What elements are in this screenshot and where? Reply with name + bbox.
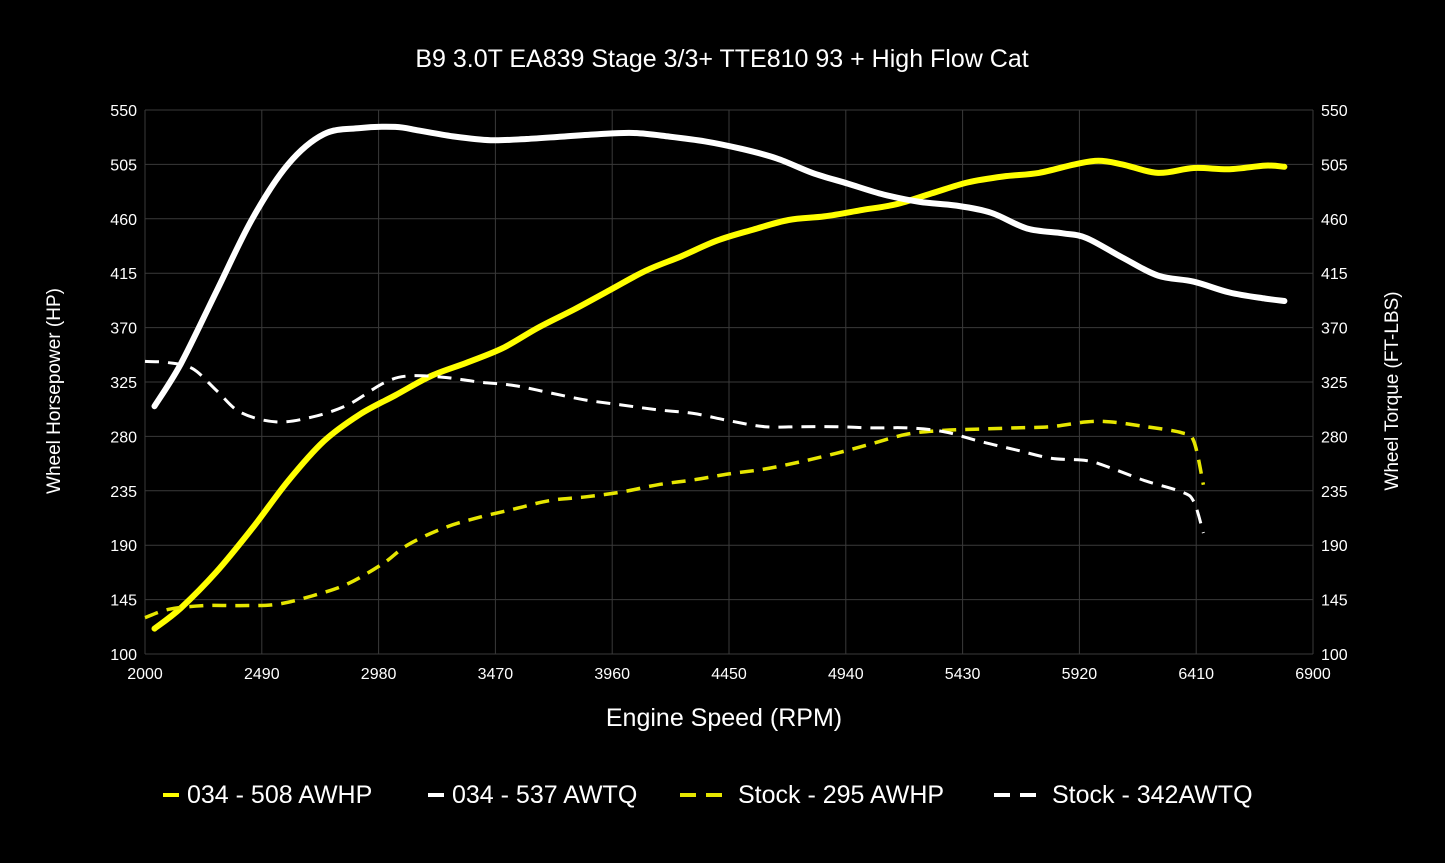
- series-034-awtq-line: [151, 123, 1288, 410]
- y-tick-label-right: 460: [1321, 212, 1348, 229]
- x-tick-label: 6900: [1295, 666, 1331, 683]
- chart-title: B9 3.0T EA839 Stage 3/3+ TTE810 93 + Hig…: [415, 45, 1028, 73]
- legend-label: Stock - 295 AWHP: [738, 781, 944, 809]
- y-tick-labels-left: 100 145 190 235 280 325 370 415 460 505 550: [110, 103, 137, 664]
- y-tick-label-right: 370: [1321, 321, 1348, 338]
- y-axis-title-right: Wheel Torque (FT-LBS): [1382, 291, 1403, 490]
- y-tick-label-right: 325: [1321, 375, 1348, 392]
- y-tick-label-right: 190: [1321, 538, 1348, 555]
- y-tick-label-left: 190: [110, 538, 137, 555]
- x-tick-label: 2490: [244, 666, 280, 683]
- y-tick-label-right: 280: [1321, 429, 1348, 446]
- y-tick-label-left: 370: [110, 321, 137, 338]
- y-tick-label-right: 100: [1321, 647, 1348, 664]
- x-tick-label: 3960: [594, 666, 630, 683]
- x-tick-label: 6410: [1178, 666, 1214, 683]
- legend-label: 034 - 508 AWHP: [187, 781, 372, 809]
- x-tick-labels: 2000 2490 2980 3470 3960 4450 4940 5430 5920 6410…: [127, 666, 1331, 683]
- y-tick-label-left: 415: [110, 266, 137, 283]
- legend-label: 034 - 537 AWTQ: [452, 781, 637, 809]
- x-tick-label: 3470: [478, 666, 514, 683]
- y-tick-label-left: 235: [110, 484, 137, 501]
- grid: [144, 109, 1314, 655]
- y-tick-label-left: 280: [110, 429, 137, 446]
- y-tick-label-right: 145: [1321, 593, 1348, 610]
- y-tick-label-right: 235: [1321, 484, 1348, 501]
- y-axis-title-left: Wheel Horsepower (HP): [44, 288, 65, 494]
- series-lines: [144, 123, 1288, 632]
- y-tick-label-left: 460: [110, 212, 137, 229]
- y-tick-label-left: 100: [110, 647, 137, 664]
- y-tick-label-left: 325: [110, 375, 137, 392]
- y-tick-label-right: 415: [1321, 266, 1348, 283]
- legend-label: Stock - 342AWTQ: [1052, 781, 1253, 809]
- y-tick-label-right: 550: [1321, 103, 1348, 120]
- y-tick-label-left: 145: [110, 593, 137, 610]
- y-tick-label-right: 505: [1321, 157, 1348, 174]
- y-tick-labels-right: 100 145 190 235 280 325 370 415 460 505 550: [1321, 103, 1348, 664]
- x-tick-label: 4450: [711, 666, 747, 683]
- series-034-awhp-line: [151, 157, 1288, 632]
- x-tick-label: 2980: [361, 666, 397, 683]
- y-tick-label-left: 550: [110, 103, 137, 120]
- x-tick-label: 5430: [945, 666, 981, 683]
- x-axis-title: Engine Speed (RPM): [606, 704, 842, 732]
- x-tick-label: 5920: [1062, 666, 1098, 683]
- y-tick-label-left: 505: [110, 157, 137, 174]
- legend: 034 - 508 AWHP 034 - 537 AWTQ Stock - 295 …: [163, 781, 1253, 809]
- series-stock-awtq-line: [144, 359, 1205, 534]
- x-tick-label: 4940: [828, 666, 864, 683]
- x-tick-label: 2000: [127, 666, 163, 683]
